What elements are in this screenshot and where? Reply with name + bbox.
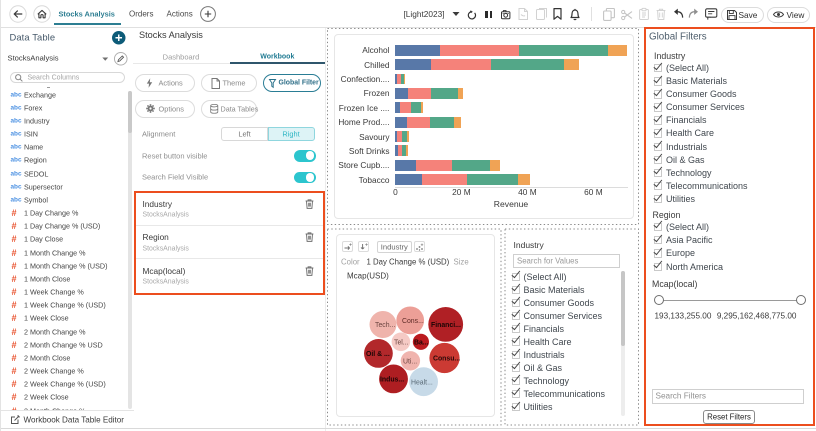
svg-text:Tech...: Tech... bbox=[375, 322, 395, 329]
svg-text:Indus...: Indus... bbox=[380, 377, 404, 384]
svg-text:Healt...: Healt... bbox=[411, 380, 433, 387]
svg-text:Financi...: Financi... bbox=[431, 322, 461, 329]
svg-text:Oil & ...: Oil & ... bbox=[366, 351, 390, 358]
svg-text:Cons...: Cons... bbox=[402, 318, 424, 325]
svg-text:Tel...: Tel... bbox=[394, 340, 409, 347]
svg-text:Consu...: Consu... bbox=[433, 356, 460, 363]
svg-text:Uti...: Uti... bbox=[403, 359, 417, 366]
svg-text:Ba...: Ba... bbox=[414, 340, 429, 347]
